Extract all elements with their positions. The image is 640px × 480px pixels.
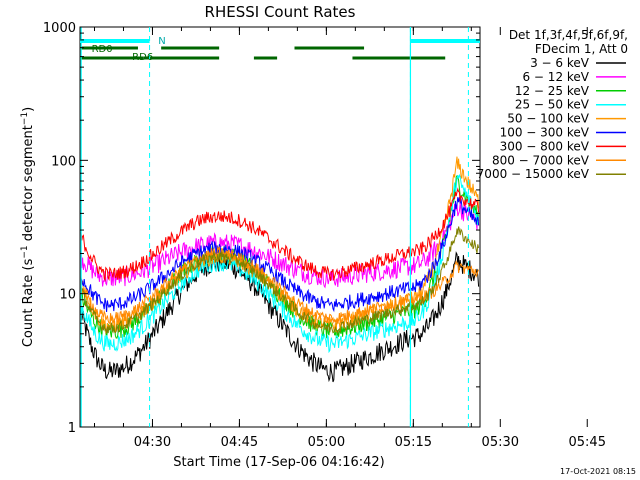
- rd0-label: RD0: [92, 44, 113, 55]
- series-line-2: [80, 202, 480, 289]
- y-tick-label-1: 1: [68, 421, 76, 436]
- x-tick-label-6: 05:45: [569, 435, 606, 450]
- series-line-8: [80, 245, 480, 325]
- axis-layer: 04:30 04:45 05:00 05:15 05:30 05:45 1 10 100 1000: [43, 21, 606, 450]
- x-tick-label-4: 05:15: [395, 435, 432, 450]
- y-axis-label: Count Rate (s−1 detector segment−1): [20, 107, 36, 347]
- x-tick-label-1: 04:30: [134, 435, 171, 450]
- y-axis-label-sup1: −1: [20, 245, 30, 258]
- annotation-layer: N RD0 RD6: [80, 27, 480, 427]
- footer-timestamp: 17-Oct-2021 08:15: [560, 467, 636, 476]
- y-axis-label-main: Count Rate (s: [21, 258, 36, 347]
- legend-entry-4: 25 − 50 keV: [515, 98, 590, 112]
- night-label: N: [158, 36, 165, 47]
- legend-header-2: FDecim 1, Att 0: [535, 42, 628, 56]
- chart-title: RHESSI Count Rates: [205, 3, 356, 21]
- x-tick-label-5: 05:30: [482, 435, 519, 450]
- series-line-1: [80, 251, 480, 383]
- x-axis-label: Start Time (17-Sep-06 04:16:42): [173, 455, 384, 470]
- x-tick-label-3: 05:00: [308, 435, 345, 450]
- legend-entry-7: 300 − 800 keV: [500, 139, 590, 153]
- series-line-9: [80, 226, 480, 335]
- legend-entry-1: 3 − 6 keV: [530, 56, 590, 70]
- rd6-label: RD6: [132, 52, 153, 63]
- series-line-6: [80, 197, 480, 313]
- legend: Det 1f,3f,4f,5f,6f,9f,FDecim 1, Att 03 −…: [477, 28, 628, 181]
- y-axis-label-group: Count Rate (s−1 detector segment−1): [20, 107, 36, 347]
- series-layer: [80, 156, 480, 383]
- legend-entry-3: 12 − 25 keV: [515, 84, 590, 98]
- x-tick-label-2: 04:45: [221, 435, 258, 450]
- legend-header-1: Det 1f,3f,4f,5f,6f,9f,: [509, 28, 628, 42]
- legend-entry-5: 50 − 100 keV: [507, 112, 590, 126]
- series-line-7: [80, 187, 480, 282]
- legend-entry-9: 7000 − 15000 keV: [477, 167, 590, 181]
- y-axis-label-sup2: −1: [20, 112, 30, 125]
- legend-entry-8: 800 − 7000 keV: [492, 153, 590, 167]
- y-tick-label-3: 100: [51, 154, 76, 169]
- series-line-4: [80, 173, 480, 354]
- plot-frame: [79, 26, 481, 428]
- y-tick-label-2: 10: [59, 288, 76, 303]
- y-axis-label-end: ): [21, 107, 36, 112]
- y-axis-label-mid: detector segment: [21, 125, 36, 245]
- legend-entry-6: 100 − 300 keV: [500, 126, 590, 140]
- legend-entry-2: 6 − 12 keV: [522, 70, 589, 84]
- y-tick-label-4: 1000: [43, 21, 76, 36]
